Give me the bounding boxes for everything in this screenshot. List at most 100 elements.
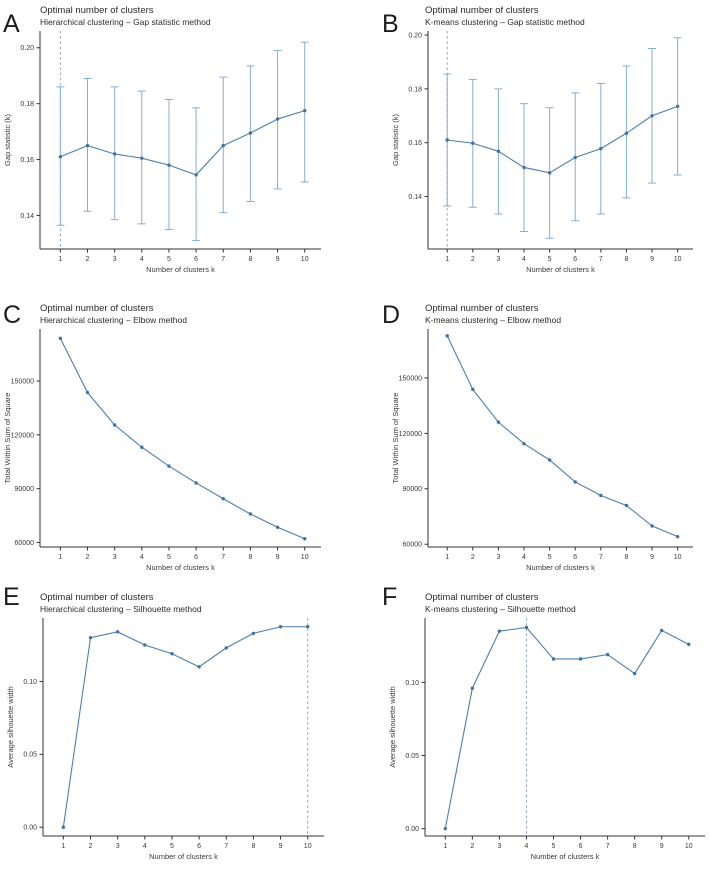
svg-text:7: 7 bbox=[599, 256, 603, 263]
svg-text:9: 9 bbox=[276, 256, 280, 263]
svg-text:7: 7 bbox=[606, 843, 610, 850]
svg-text:0.00: 0.00 bbox=[405, 826, 419, 833]
svg-text:0.20: 0.20 bbox=[20, 45, 34, 52]
svg-text:0.05: 0.05 bbox=[23, 751, 37, 758]
svg-text:150000: 150000 bbox=[11, 379, 34, 386]
svg-text:1: 1 bbox=[445, 256, 449, 263]
svg-text:1: 1 bbox=[443, 843, 447, 850]
panel-e-label: E bbox=[3, 582, 20, 611]
svg-text:9: 9 bbox=[650, 256, 654, 263]
panel-a-label: A bbox=[3, 10, 20, 38]
svg-text:3: 3 bbox=[116, 843, 120, 850]
svg-text:0.05: 0.05 bbox=[405, 753, 419, 760]
svg-text:2: 2 bbox=[86, 554, 90, 561]
svg-text:Number of clusters k: Number of clusters k bbox=[146, 265, 215, 274]
svg-text:Average silhouette width: Average silhouette width bbox=[6, 686, 15, 768]
svg-text:0.18: 0.18 bbox=[408, 86, 422, 93]
panel-e-subtitle: Hierarchical clustering – Silhouette met… bbox=[40, 603, 202, 614]
svg-text:1: 1 bbox=[445, 554, 449, 561]
svg-text:2: 2 bbox=[471, 554, 475, 561]
svg-text:6: 6 bbox=[579, 843, 583, 850]
svg-text:0.14: 0.14 bbox=[20, 213, 34, 220]
svg-text:4: 4 bbox=[524, 843, 528, 850]
svg-text:0.00: 0.00 bbox=[23, 824, 37, 831]
svg-text:5: 5 bbox=[170, 843, 174, 850]
svg-text:10: 10 bbox=[674, 256, 682, 263]
panel-d-plot: 1 2 3 4 5 6 7 8 9 10 60000 90000 120000 150000 Number … bbox=[391, 329, 693, 572]
svg-text:9: 9 bbox=[660, 843, 664, 850]
svg-text:0.16: 0.16 bbox=[20, 157, 34, 164]
panel-b-subtitle: K-means clustering – Gap statistic metho… bbox=[425, 17, 585, 27]
panel-b-plot: 1 2 3 4 5 6 7 8 9 10 0.14 0.16 0.18 0.20 Number of clu… bbox=[391, 31, 693, 274]
svg-text:2: 2 bbox=[86, 256, 90, 263]
svg-text:0.18: 0.18 bbox=[20, 101, 34, 108]
svg-text:4: 4 bbox=[522, 256, 526, 263]
svg-text:90000: 90000 bbox=[15, 486, 35, 493]
panel-a: A Optimal number of clusters Hierarchica… bbox=[0, 0, 355, 291]
svg-text:8: 8 bbox=[624, 256, 628, 263]
panel-d-title: Optimal number of clusters bbox=[425, 303, 539, 315]
svg-text:3: 3 bbox=[496, 256, 500, 263]
svg-text:8: 8 bbox=[633, 843, 637, 850]
svg-text:8: 8 bbox=[251, 843, 255, 850]
panel-e-title: Optimal number of clusters bbox=[40, 591, 154, 603]
panel-d-header: Optimal number of clusters K-means clust… bbox=[355, 291, 709, 325]
panel-e-header: Optimal number of clusters Hierarchical … bbox=[0, 583, 355, 614]
svg-text:6: 6 bbox=[573, 256, 577, 263]
svg-text:Total Within Sum of Square: Total Within Sum of Square bbox=[391, 393, 400, 484]
svg-text:60000: 60000 bbox=[15, 540, 35, 547]
svg-text:Average silhouette width: Average silhouette width bbox=[388, 686, 397, 768]
panel-d-label: D bbox=[382, 301, 401, 330]
svg-text:2: 2 bbox=[470, 843, 474, 850]
svg-text:2: 2 bbox=[89, 843, 93, 850]
panel-c: C Optimal number of clusters Hierarchica… bbox=[0, 291, 355, 582]
svg-text:5: 5 bbox=[167, 554, 171, 561]
svg-text:Number of clusters k: Number of clusters k bbox=[526, 563, 595, 572]
svg-text:6: 6 bbox=[573, 554, 577, 561]
panel-a-plot: 1 2 3 4 5 6 7 8 9 10 0.14 0.16 0.18 0.20 Number of clu… bbox=[3, 31, 321, 274]
panel-c-label: C bbox=[3, 301, 22, 330]
svg-text:1: 1 bbox=[58, 554, 62, 561]
svg-text:Gap statistic (k): Gap statistic (k) bbox=[3, 113, 12, 166]
svg-text:8: 8 bbox=[624, 554, 628, 561]
svg-text:6: 6 bbox=[194, 256, 198, 263]
svg-text:1: 1 bbox=[58, 256, 62, 263]
panel-f-plot: 1 2 3 4 5 6 7 8 9 10 0.00 0.05 0.10 Number of cluster… bbox=[388, 617, 705, 861]
svg-text:10: 10 bbox=[685, 843, 693, 850]
svg-text:10: 10 bbox=[301, 256, 309, 263]
svg-text:0.10: 0.10 bbox=[23, 678, 37, 685]
svg-text:Number of clusters k: Number of clusters k bbox=[531, 852, 600, 861]
svg-text:8: 8 bbox=[248, 554, 252, 561]
panel-c-header: Optimal number of clusters Hierarchical … bbox=[0, 291, 355, 325]
svg-text:3: 3 bbox=[113, 554, 117, 561]
svg-text:Number of clusters k: Number of clusters k bbox=[146, 563, 215, 572]
svg-text:4: 4 bbox=[140, 554, 144, 561]
svg-text:3: 3 bbox=[497, 843, 501, 850]
svg-text:7: 7 bbox=[599, 554, 603, 561]
svg-text:7: 7 bbox=[221, 554, 225, 561]
svg-text:5: 5 bbox=[548, 256, 552, 263]
svg-text:9: 9 bbox=[650, 554, 654, 561]
svg-text:4: 4 bbox=[143, 843, 147, 850]
panel-b-label: B bbox=[382, 10, 399, 38]
svg-text:0.14: 0.14 bbox=[408, 194, 422, 201]
svg-text:9: 9 bbox=[276, 554, 280, 561]
svg-text:4: 4 bbox=[140, 256, 144, 263]
panel-f-label: F bbox=[382, 582, 398, 611]
svg-text:1: 1 bbox=[61, 843, 65, 850]
panel-f-header: Optimal number of clusters K-means clust… bbox=[355, 583, 709, 614]
panel-e-plot: 1 2 3 4 5 6 7 8 9 10 0.00 0.05 0.10 Number of cluster… bbox=[6, 617, 324, 861]
svg-text:7: 7 bbox=[224, 843, 228, 850]
svg-text:3: 3 bbox=[496, 554, 500, 561]
svg-text:150000: 150000 bbox=[399, 376, 422, 383]
svg-text:6: 6 bbox=[194, 554, 198, 561]
panel-a-title: Optimal number of clusters bbox=[40, 5, 154, 16]
panel-f: F Optimal number of clusters K-means clu… bbox=[355, 583, 709, 874]
svg-text:8: 8 bbox=[248, 256, 252, 263]
svg-text:Number of clusters k: Number of clusters k bbox=[526, 265, 595, 274]
svg-text:6: 6 bbox=[197, 843, 201, 850]
svg-text:5: 5 bbox=[167, 256, 171, 263]
svg-text:2: 2 bbox=[471, 256, 475, 263]
svg-text:5: 5 bbox=[548, 554, 552, 561]
